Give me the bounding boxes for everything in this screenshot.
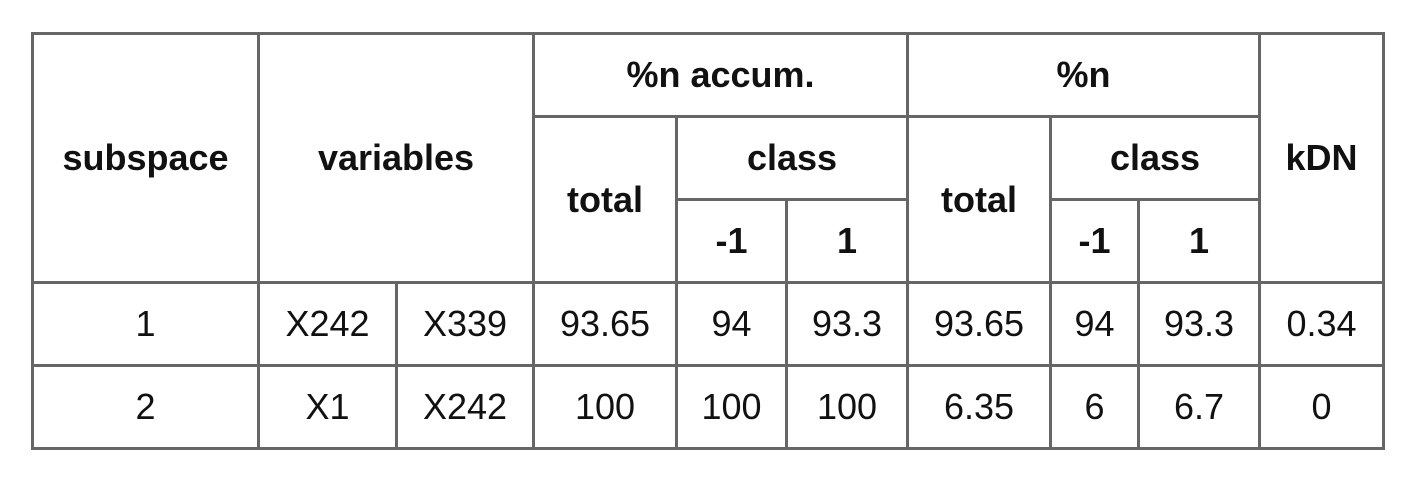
- cell-pct-pos: 6.7: [1137, 364, 1262, 450]
- header-variables: variables: [257, 32, 535, 284]
- header-accum-class-neg: -1: [675, 198, 788, 284]
- cell-var1: X1: [257, 364, 398, 450]
- cell-var2: X242: [395, 364, 535, 450]
- table-header: subspace variables %n accum. %n kDN tota…: [31, 32, 1386, 284]
- header-accum-class: class: [674, 115, 910, 201]
- cell-pct-neg: 94: [1049, 281, 1141, 367]
- cell-accum-pos: 100: [784, 364, 910, 450]
- cell-accum-neg: 100: [675, 364, 788, 450]
- cell-kdn: 0: [1258, 364, 1386, 450]
- header-pct-group: %n: [906, 32, 1262, 118]
- cell-accum-pos: 93.3: [784, 281, 910, 367]
- cell-var2: X339: [395, 281, 535, 367]
- cell-subspace: 2: [31, 364, 260, 450]
- header-row-3: -1 1 -1 1: [33, 198, 1384, 284]
- header-pct-class: class: [1049, 115, 1262, 201]
- cell-pct-total: 93.65: [906, 281, 1053, 367]
- header-accum-group: %n accum.: [531, 32, 910, 118]
- header-kdn: kDN: [1258, 32, 1386, 284]
- results-table: subspace variables %n accum. %n kDN tota…: [31, 32, 1386, 450]
- header-pct-class-pos: 1: [1137, 198, 1262, 284]
- header-accum-class-pos: 1: [784, 198, 910, 284]
- cell-accum-total: 100: [532, 364, 678, 450]
- cell-var1: X242: [257, 281, 398, 367]
- cell-pct-neg: 6: [1049, 364, 1141, 450]
- cell-accum-neg: 94: [675, 281, 788, 367]
- header-row-2: total class total class: [33, 115, 1384, 284]
- header-pct-total: total: [906, 115, 1053, 284]
- header-subspace: subspace: [31, 32, 260, 284]
- cell-accum-total: 93.65: [532, 281, 678, 367]
- header-pct-class-neg: -1: [1049, 198, 1141, 284]
- cell-subspace: 1: [31, 281, 260, 367]
- table-row: 2 X1 X242 100 100 100 6.35 6 6.7 0: [31, 364, 1386, 450]
- header-row-1: subspace variables %n accum. %n kDN: [31, 32, 1386, 284]
- table-row: 1 X242 X339 93.65 94 93.3 93.65 94 93.3 …: [31, 281, 1386, 367]
- cell-kdn: 0.34: [1258, 281, 1386, 367]
- table-body: 1 X242 X339 93.65 94 93.3 93.65 94 93.3 …: [31, 281, 1386, 450]
- header-accum-total: total: [532, 115, 678, 284]
- cell-pct-total: 6.35: [906, 364, 1053, 450]
- cell-pct-pos: 93.3: [1137, 281, 1262, 367]
